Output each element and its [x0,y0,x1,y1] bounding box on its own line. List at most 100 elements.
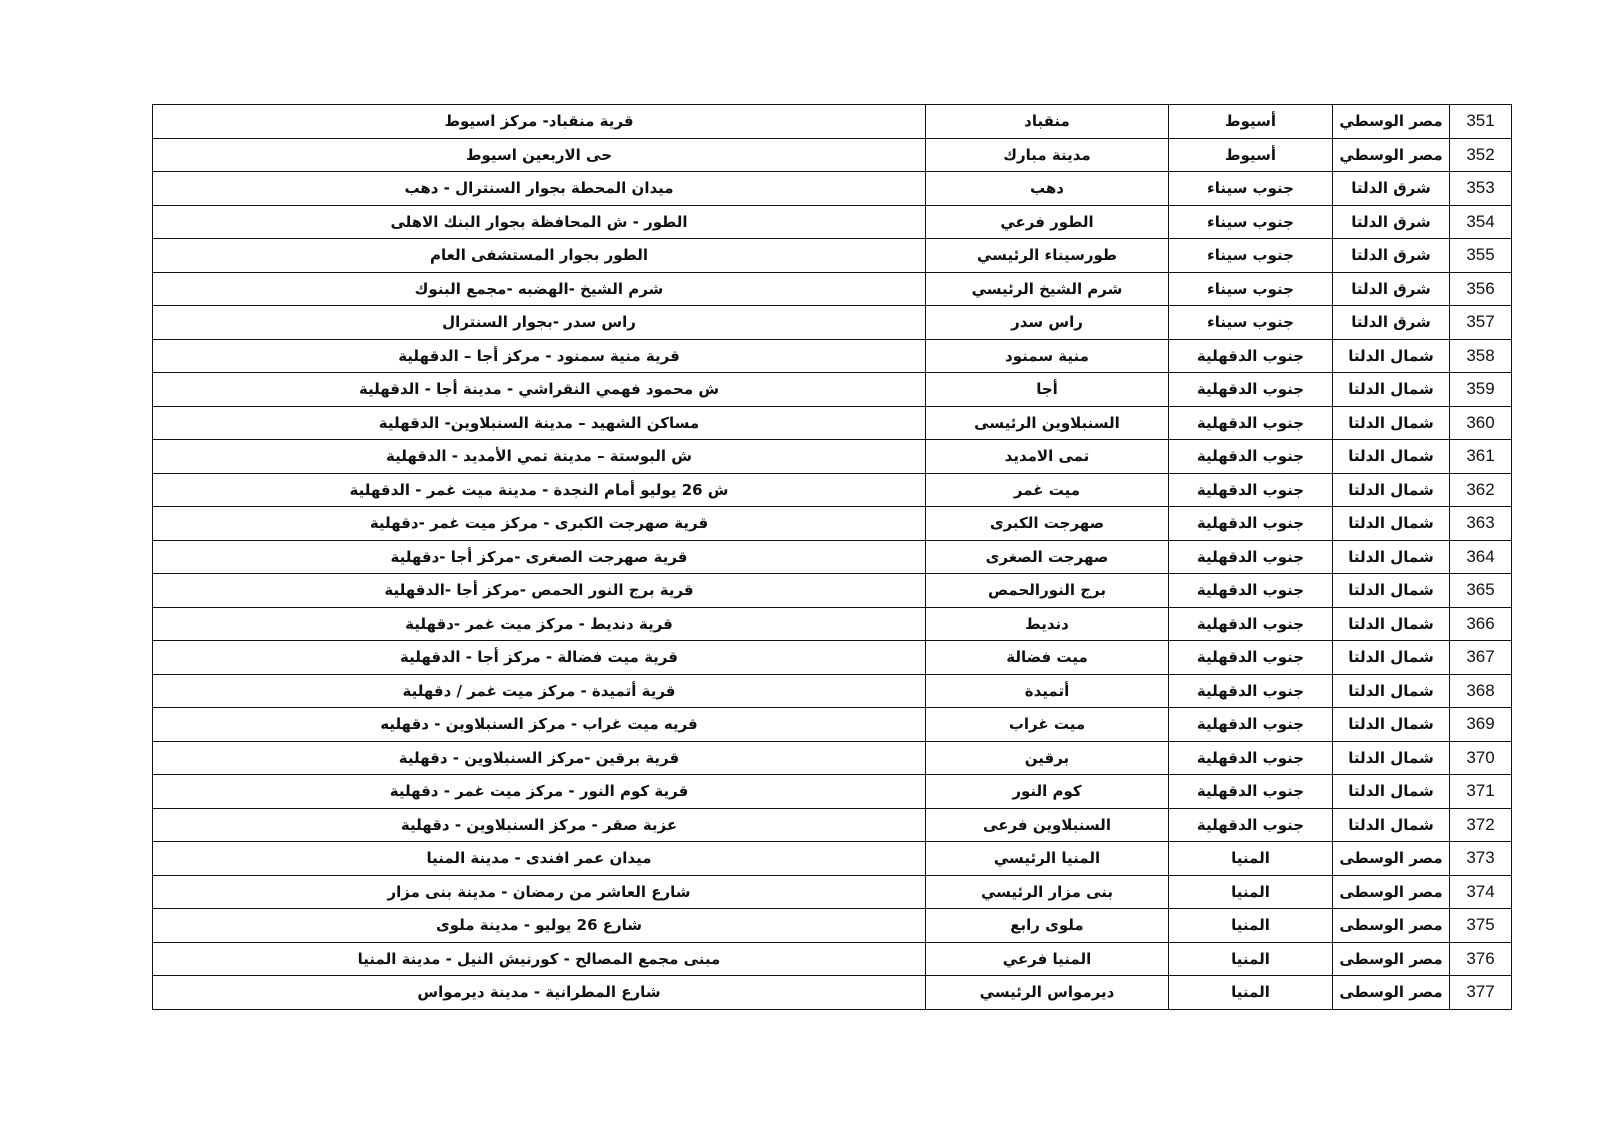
address: مساكن الشهيد – مدينة السنبلاوين- الدقهلي… [152,405,926,440]
office: أجا [925,372,1169,407]
governorate: جنوب سيناء [1168,238,1333,273]
governorate: جنوب الدقهلية [1168,673,1333,708]
row-number: 353 [1449,171,1512,206]
row-number: 373 [1449,841,1512,876]
table-row: 374 مصر الوسطى المنيا بنى مزار الرئيسي شارع … [152,874,1512,909]
region: مصر الوسطى [1332,941,1450,976]
table-row: 358 شمال الدلتا جنوب الدقهلية منية سمنود قري… [152,338,1512,373]
office: منقباد [925,104,1169,139]
office: كوم النور [925,774,1169,809]
row-number: 358 [1449,338,1512,373]
region: شمال الدلتا [1332,439,1450,474]
governorate: جنوب الدقهلية [1168,539,1333,574]
governorate: أسيوط [1168,137,1333,172]
governorate: جنوب سيناء [1168,171,1333,206]
table-row: 353 شرق الدلتا جنوب سيناء دهب ميدان المحطة ب… [152,171,1512,206]
office: تمى الامديد [925,439,1169,474]
governorate: المنيا [1168,975,1333,1010]
office: صهرجت الصغرى [925,539,1169,574]
governorate: جنوب سيناء [1168,271,1333,306]
row-number: 356 [1449,271,1512,306]
address: قرية منية سمنود - مركز أجا – الدقهلية [152,338,926,373]
address: قرية صهرجت الصغرى -مركز أجا -دقهلية [152,539,926,574]
table-body: 351 مصر الوسطي أسيوط منقباد قرية منقباد- مرك… [152,104,1512,1010]
office: مدينة مبارك [925,137,1169,172]
region: مصر الوسطى [1332,874,1450,909]
region: شمال الدلتا [1332,707,1450,742]
row-number: 360 [1449,405,1512,440]
table-row: 376 مصر الوسطى المنيا المنيا فرعي مبنى مجمع … [152,941,1512,976]
region: شمال الدلتا [1332,807,1450,842]
governorate: جنوب الدقهلية [1168,774,1333,809]
row-number: 365 [1449,573,1512,608]
row-number: 361 [1449,439,1512,474]
region: شمال الدلتا [1332,573,1450,608]
office: منية سمنود [925,338,1169,373]
address: مبنى مجمع المصالح - كورنيش النيل - مدينة… [152,941,926,976]
table-row: 354 شرق الدلتا جنوب سيناء الطور فرعي الطور -… [152,204,1512,239]
region: شرق الدلتا [1332,171,1450,206]
office: صهرجت الكبرى [925,506,1169,541]
row-number: 367 [1449,640,1512,675]
region: شمال الدلتا [1332,506,1450,541]
row-number: 357 [1449,305,1512,340]
governorate: جنوب الدقهلية [1168,439,1333,474]
row-number: 366 [1449,606,1512,641]
region: شمال الدلتا [1332,372,1450,407]
address: قرية برج النور الحمص -مركز أجا -الدقهلية [152,573,926,608]
governorate: المنيا [1168,841,1333,876]
row-number: 371 [1449,774,1512,809]
table-row: 375 مصر الوسطى المنيا ملوى رابع شارع 26 يولي… [152,908,1512,943]
governorate: جنوب الدقهلية [1168,405,1333,440]
row-number: 370 [1449,740,1512,775]
address: راس سدر -بجوار السنترال [152,305,926,340]
office: المنيا فرعي [925,941,1169,976]
office: بنى مزار الرئيسي [925,874,1169,909]
address: ش البوستة – مدينة تمي الأمديد - الدقهلية [152,439,926,474]
governorate: جنوب سيناء [1168,204,1333,239]
address: عزبة صقر - مركز السنبلاوين - دقهلية [152,807,926,842]
office: راس سدر [925,305,1169,340]
office: شرم الشيخ الرئيسي [925,271,1169,306]
governorate: جنوب الدقهلية [1168,506,1333,541]
office: ميت غمر [925,472,1169,507]
address: ش 26 يوليو أمام النجدة - مدينة ميت غمر -… [152,472,926,507]
address: شارع المطرانية - مدينة ديرمواس [152,975,926,1010]
region: شرق الدلتا [1332,238,1450,273]
table-row: 371 شمال الدلتا جنوب الدقهلية كوم النور قرية… [152,774,1512,809]
office: الطور فرعي [925,204,1169,239]
row-number: 355 [1449,238,1512,273]
region: مصر الوسطي [1332,137,1450,172]
row-number: 354 [1449,204,1512,239]
office: دهب [925,171,1169,206]
governorate: جنوب الدقهلية [1168,472,1333,507]
region: مصر الوسطى [1332,908,1450,943]
office: طورسيناء الرئيسي [925,238,1169,273]
office: أتميدة [925,673,1169,708]
table-row: 362 شمال الدلتا جنوب الدقهلية ميت غمر ش 26 ي… [152,472,1512,507]
address: قرية ميت فضالة - مركز أجا - الدقهلية [152,640,926,675]
region: شرق الدلتا [1332,271,1450,306]
region: مصر الوسطى [1332,975,1450,1010]
region: شمال الدلتا [1332,740,1450,775]
office: ملوى رابع [925,908,1169,943]
address: قرية كوم النور - مركز ميت غمر - دقهلية [152,774,926,809]
region: شمال الدلتا [1332,338,1450,373]
table-row: 361 شمال الدلتا جنوب الدقهلية تمى الامديد ش … [152,439,1512,474]
row-number: 374 [1449,874,1512,909]
table-row: 351 مصر الوسطي أسيوط منقباد قرية منقباد- مرك… [152,104,1512,139]
table-row: 367 شمال الدلتا جنوب الدقهلية ميت فضالة قرية… [152,640,1512,675]
row-number: 364 [1449,539,1512,574]
row-number: 368 [1449,673,1512,708]
row-number: 369 [1449,707,1512,742]
governorate: جنوب الدقهلية [1168,707,1333,742]
address: قريه ميت غراب - مركز السنبلاوين - دقهليه [152,707,926,742]
table-row: 368 شمال الدلتا جنوب الدقهلية أتميدة قرية أت… [152,673,1512,708]
row-number: 363 [1449,506,1512,541]
office: ديرمواس الرئيسي [925,975,1169,1010]
row-number: 362 [1449,472,1512,507]
address: شارع العاشر من رمضان - مدينة بنى مزار [152,874,926,909]
office: ميت فضالة [925,640,1169,675]
address: ميدان المحطة بجوار السنترال - دهب [152,171,926,206]
